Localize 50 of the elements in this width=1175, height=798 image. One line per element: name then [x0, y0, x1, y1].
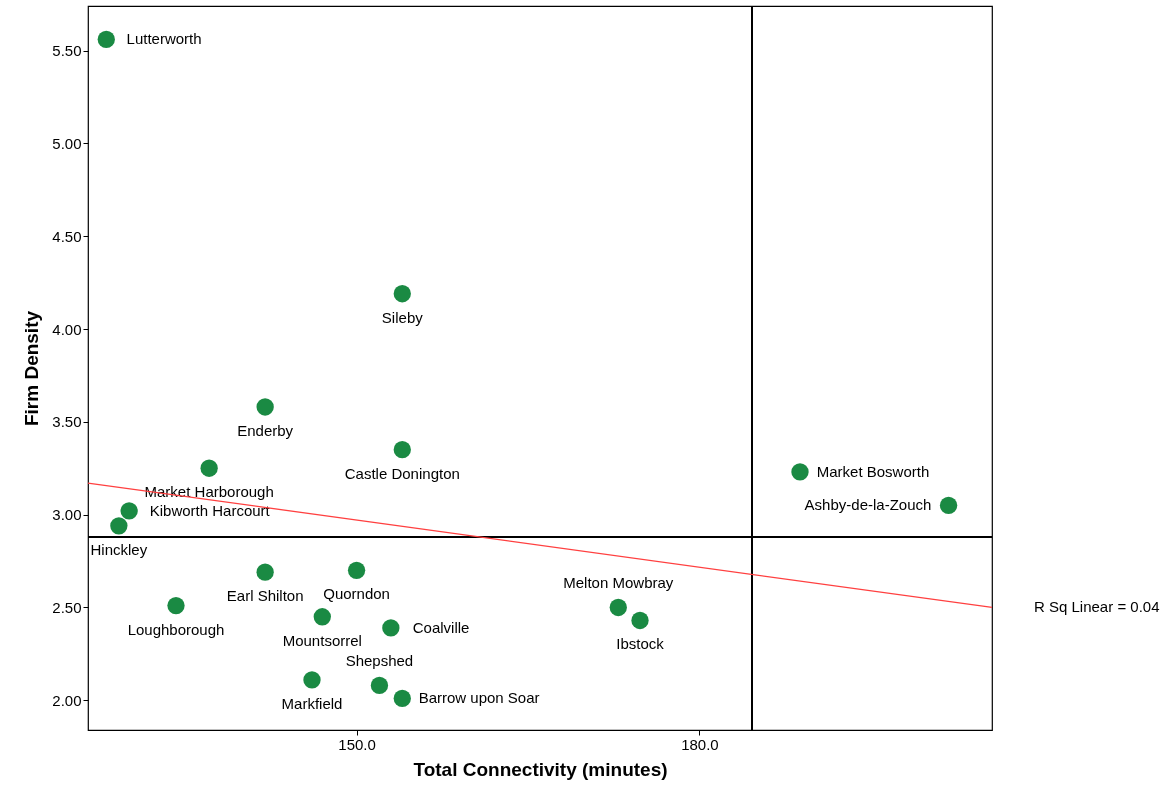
data-label: Mountsorrel [282, 631, 362, 649]
point [256, 398, 274, 416]
x-tick-label: 180.0 [681, 735, 719, 753]
y-tick-label: 5.00 [52, 134, 82, 152]
point [370, 676, 389, 695]
point [97, 30, 115, 49]
point [347, 561, 366, 579]
point [393, 285, 411, 303]
x-tick-label: 150.0 [338, 735, 376, 753]
point [393, 441, 411, 459]
data-label: Loughborough [127, 620, 225, 638]
data-label: Castle Donington [344, 464, 460, 482]
data-label: Kibworth Harcourt [149, 501, 271, 519]
data-label: Shepshed [345, 652, 414, 670]
y-tick-label: 4.00 [52, 320, 82, 338]
data-label: Ashby-de-la-Zouch [804, 496, 932, 514]
y-tick-label: 4.50 [52, 227, 82, 245]
point [313, 608, 331, 626]
annotation: R Sq Linear = 0.04 [1034, 598, 1160, 616]
point [382, 619, 400, 637]
point [167, 596, 185, 615]
y-tick-label: 2.50 [52, 598, 82, 616]
data-label: Coalville [412, 618, 470, 636]
y-tick-label: 2.00 [52, 691, 82, 709]
x-axis-title: Total Connectivity (minutes) [413, 758, 668, 780]
point [110, 517, 128, 535]
data-label: Markfield [281, 694, 343, 712]
data-label: Hinckley [90, 540, 148, 558]
y-tick-label: 5.50 [52, 42, 82, 60]
data-label: Enderby [237, 421, 294, 439]
y-tick-label: 3.00 [52, 506, 82, 524]
data-label: Melton Mowbray [563, 574, 674, 592]
y-axis-title: Firm Density [21, 310, 43, 427]
data-label: Market Bosworth [816, 462, 930, 480]
point [609, 598, 627, 617]
data-label: Earl Shilton [226, 587, 304, 605]
data-label: Barrow upon Soar [418, 689, 540, 707]
point [200, 459, 218, 477]
data-label: Sileby [381, 308, 424, 326]
point [120, 502, 138, 520]
data-label: Lutterworth [126, 30, 202, 48]
y-tick-label: 3.50 [52, 413, 82, 431]
point [631, 611, 649, 630]
point [303, 671, 321, 689]
data-label: Quorndon [323, 585, 390, 603]
point [393, 689, 411, 708]
data-label: Ibstock [616, 635, 665, 653]
point [939, 496, 958, 515]
point [256, 563, 274, 581]
point [791, 463, 809, 481]
